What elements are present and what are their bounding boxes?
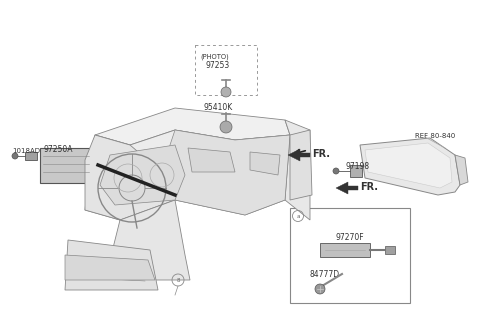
Polygon shape bbox=[85, 135, 175, 220]
Text: 97270F: 97270F bbox=[335, 233, 364, 242]
Bar bbox=[68, 277, 103, 285]
Text: 97198: 97198 bbox=[345, 162, 369, 171]
Polygon shape bbox=[290, 130, 312, 200]
Bar bbox=[290, 208, 410, 303]
Polygon shape bbox=[65, 240, 158, 290]
Circle shape bbox=[333, 168, 339, 174]
Bar bbox=[68, 258, 103, 276]
Text: REF 80-840: REF 80-840 bbox=[415, 133, 455, 139]
Text: 1018AD: 1018AD bbox=[12, 148, 40, 154]
Circle shape bbox=[12, 153, 18, 159]
Polygon shape bbox=[165, 130, 290, 215]
Polygon shape bbox=[288, 149, 310, 161]
Text: a: a bbox=[296, 214, 300, 218]
Circle shape bbox=[220, 121, 232, 133]
Polygon shape bbox=[100, 145, 185, 205]
Text: 84777D: 84777D bbox=[310, 270, 340, 279]
Bar bbox=[92, 165, 98, 173]
Text: 97250A: 97250A bbox=[44, 145, 73, 154]
Text: 8: 8 bbox=[176, 277, 180, 282]
Bar bbox=[92, 153, 98, 161]
Circle shape bbox=[315, 284, 325, 294]
Polygon shape bbox=[85, 130, 290, 220]
Bar bbox=[385, 246, 395, 254]
Text: (PHOTO): (PHOTO) bbox=[200, 53, 229, 59]
Polygon shape bbox=[95, 108, 290, 145]
Text: 97253: 97253 bbox=[205, 61, 229, 70]
Bar bbox=[25, 152, 37, 160]
Polygon shape bbox=[65, 255, 155, 280]
Polygon shape bbox=[360, 138, 460, 195]
Text: 95410K: 95410K bbox=[203, 103, 232, 112]
Bar bbox=[320, 243, 370, 257]
Polygon shape bbox=[250, 152, 280, 175]
Text: FR.: FR. bbox=[312, 149, 330, 159]
Polygon shape bbox=[336, 182, 358, 194]
Text: FR.: FR. bbox=[360, 182, 378, 192]
Bar bbox=[195, 45, 257, 95]
Bar bbox=[350, 165, 362, 177]
Polygon shape bbox=[285, 120, 310, 220]
Polygon shape bbox=[110, 200, 190, 280]
Circle shape bbox=[221, 87, 231, 97]
Polygon shape bbox=[365, 143, 452, 188]
Bar bbox=[40, 148, 92, 183]
Polygon shape bbox=[455, 155, 468, 185]
Polygon shape bbox=[188, 148, 235, 172]
